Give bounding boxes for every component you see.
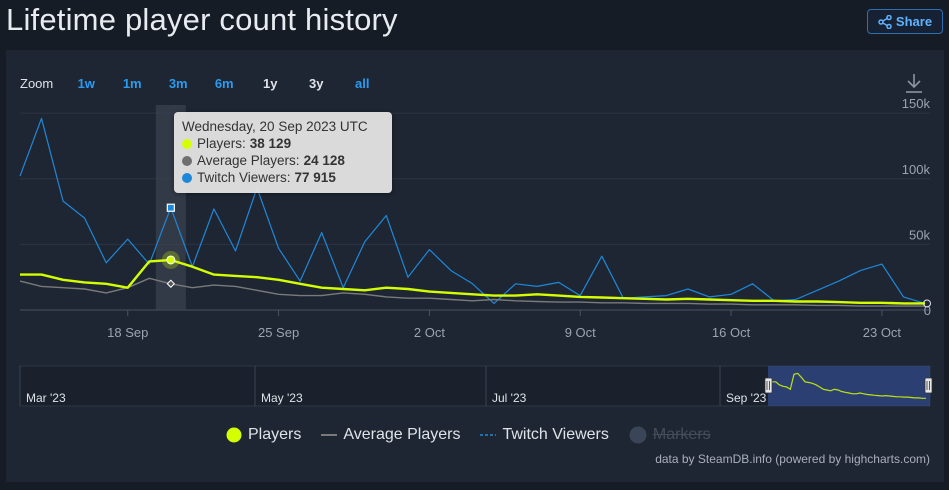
navigator-selection bbox=[768, 366, 930, 406]
page-title: Lifetime player count history bbox=[6, 2, 398, 37]
average-hover-point bbox=[166, 279, 176, 288]
navigator-handle-left bbox=[764, 377, 773, 394]
share-button[interactable]: Share bbox=[867, 9, 943, 34]
y-tick-label: 50k bbox=[909, 227, 930, 242]
marker-layer bbox=[161, 203, 931, 308]
share-label: Share bbox=[895, 14, 933, 29]
tooltip-twitch-value: 77 915 bbox=[294, 170, 336, 185]
share-icon bbox=[878, 14, 892, 29]
navigator-label: Sep '23 bbox=[726, 391, 767, 405]
navigator-handle-right bbox=[924, 377, 933, 394]
tooltip-twitch-label: Twitch Viewers: bbox=[197, 170, 291, 185]
tooltip-average-value: 24 128 bbox=[303, 153, 345, 168]
y-tick-label: 0 bbox=[924, 303, 931, 318]
series-line-twitch-viewers bbox=[19, 117, 926, 304]
download-icon[interactable] bbox=[904, 72, 924, 99]
twitch-viewers-legend-icon bbox=[480, 427, 497, 443]
players-dot-icon bbox=[182, 138, 192, 149]
series-layer bbox=[19, 117, 926, 307]
legend-item-twitch-viewers[interactable]: Twitch Viewers bbox=[480, 426, 609, 444]
tooltip: Wednesday, 20 Sep 2023 UTC Players: 38 1… bbox=[174, 112, 392, 193]
players-hover-point bbox=[166, 255, 176, 265]
tooltip-row-twitch: Twitch Viewers: 77 915 bbox=[182, 169, 384, 186]
average-players-legend-icon bbox=[321, 427, 338, 443]
navigator-label: May '23 bbox=[261, 391, 303, 405]
zoom-3m-button[interactable]: 3m bbox=[168, 75, 188, 91]
zoom-1y-button[interactable]: 1y bbox=[263, 75, 278, 91]
zoom-1w-button[interactable]: 1w bbox=[77, 75, 95, 91]
navigator-label: Mar '23 bbox=[26, 391, 66, 405]
legend-item-average-players[interactable]: Average Players bbox=[321, 426, 460, 444]
tooltip-average-label: Average Players: bbox=[197, 153, 300, 168]
x-tick-label: 18 Sep bbox=[107, 325, 148, 340]
legend-item-markers[interactable]: Markers bbox=[629, 426, 711, 444]
navigator-label: Jul '23 bbox=[492, 391, 527, 405]
tooltip-row-average: Average Players: 24 128 bbox=[182, 152, 384, 169]
legend-item-players[interactable]: Players bbox=[226, 426, 301, 444]
zoom-bar: Zoom 1w 1m 3m 6m 1y 3y all bbox=[20, 74, 385, 92]
average-dot-icon bbox=[182, 155, 192, 166]
y-tick-label: 100k bbox=[902, 162, 931, 177]
navigator: Mar '23 May '23 Jul '23 Sep '23 bbox=[19, 365, 933, 407]
players-legend-icon bbox=[226, 427, 242, 443]
x-tick-label: 23 Oct bbox=[863, 325, 902, 340]
x-tick-label: 25 Sep bbox=[258, 325, 299, 340]
legend-twitch-viewers-label: Twitch Viewers bbox=[502, 426, 609, 443]
navigator-series bbox=[772, 372, 926, 399]
tooltip-players-label: Players: bbox=[197, 136, 246, 151]
zoom-1m-button[interactable]: 1m bbox=[122, 75, 142, 91]
tooltip-players-value: 38 129 bbox=[249, 136, 292, 151]
tooltip-date: Wednesday, 20 Sep 2023 UTC bbox=[182, 119, 368, 134]
legend-markers-label: Markers bbox=[652, 426, 711, 443]
twitch-dot-icon bbox=[182, 172, 192, 183]
legend-average-players-label: Average Players bbox=[343, 426, 461, 443]
series-line-players bbox=[20, 258, 925, 305]
axis-layer: 50k 100k 150k 0 18 Sep 25 Sep 2 Oct 9 Oct 16 Oct… bbox=[107, 96, 931, 340]
zoom-3y-button[interactable]: 3y bbox=[309, 75, 324, 91]
x-tick-label: 2 Oct bbox=[414, 325, 445, 340]
x-tick-label: 9 Oct bbox=[565, 325, 596, 340]
zoom-label: Zoom bbox=[20, 75, 54, 91]
zoom-all-button[interactable]: all bbox=[355, 75, 370, 91]
legend: Players Average Players Twitch Viewers M… bbox=[226, 424, 731, 446]
twitch-hover-point bbox=[166, 203, 175, 212]
last-point-marker bbox=[923, 299, 931, 308]
y-tick-label: 150k bbox=[902, 96, 931, 111]
markers-legend-icon bbox=[629, 426, 647, 444]
x-tick-label: 16 Oct bbox=[712, 325, 751, 340]
tooltip-row-players: Players: 38 129 bbox=[182, 135, 384, 152]
legend-players-label: Players bbox=[248, 426, 302, 443]
credits[interactable]: data by SteamDB.info (powered by highcha… bbox=[655, 452, 930, 466]
zoom-6m-button[interactable]: 6m bbox=[214, 75, 234, 91]
